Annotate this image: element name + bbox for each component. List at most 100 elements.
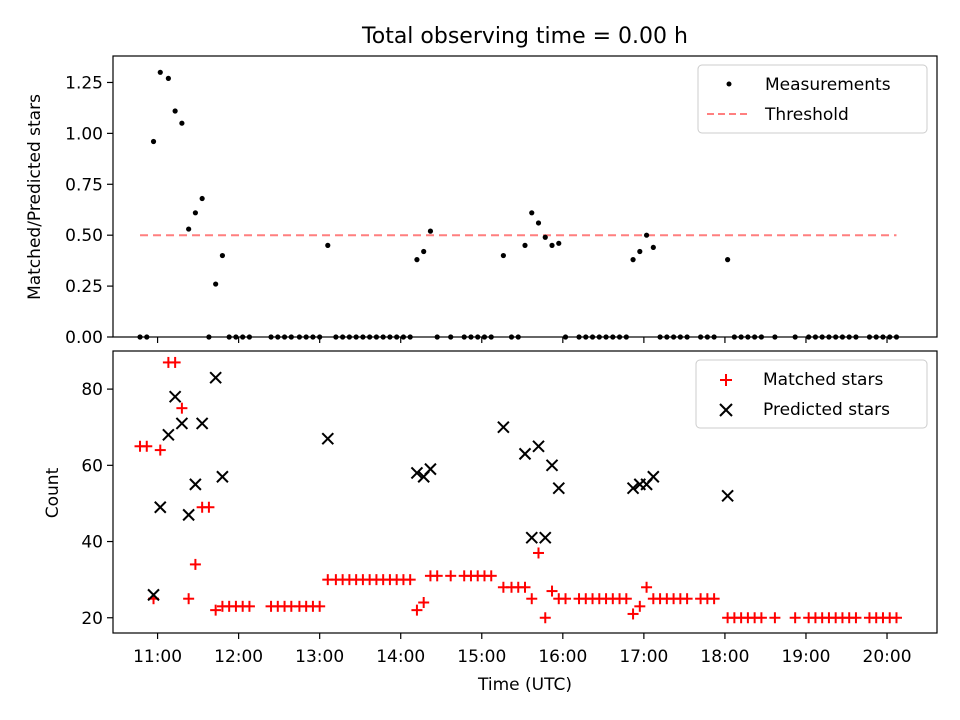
predicted-star-point xyxy=(154,501,167,514)
matched-star-point xyxy=(533,547,545,559)
top-x-axis xyxy=(156,337,888,343)
measurement-point xyxy=(772,334,778,340)
measurement-point xyxy=(468,334,474,340)
measurement-point xyxy=(317,334,323,340)
matched-star-point xyxy=(431,570,443,582)
measurement-point xyxy=(515,334,521,340)
measurement-point xyxy=(508,334,515,340)
measurement-point xyxy=(758,334,764,340)
measurement-point xyxy=(144,334,150,340)
measurement-point xyxy=(186,226,192,232)
predicted-star-point xyxy=(721,489,734,503)
matched-star-point xyxy=(141,440,153,452)
predicted-star-point xyxy=(410,466,424,480)
matched-star-point xyxy=(203,501,215,513)
bottom-y-tick-label: 20 xyxy=(81,609,103,629)
matched-star-point xyxy=(154,444,166,456)
matched-star-point xyxy=(189,558,201,570)
predicted-star-point xyxy=(518,447,532,461)
measurement-point xyxy=(281,334,288,340)
measurement-point xyxy=(288,334,294,340)
measurement-point xyxy=(275,334,281,340)
measurement-point xyxy=(340,334,346,340)
measurement-point xyxy=(303,334,309,340)
matched-star-point xyxy=(445,570,457,582)
measurement-point xyxy=(333,334,339,340)
measurement-point xyxy=(434,334,440,340)
chart-title: Total observing time = 0.00 h xyxy=(361,24,688,49)
measurement-point xyxy=(806,334,812,340)
top-y-tick-label: 1.25 xyxy=(65,73,103,93)
measurement-point xyxy=(206,334,212,340)
matched-star-point xyxy=(546,585,558,597)
legend-label-threshold: Threshold xyxy=(764,105,849,125)
predicted-star-point xyxy=(175,417,189,430)
measurement-point xyxy=(150,138,157,145)
measurement-point xyxy=(556,240,562,246)
matched-star-point xyxy=(411,604,423,616)
matched-star-point xyxy=(850,612,862,624)
predicted-star-point xyxy=(497,421,510,434)
measurement-point xyxy=(310,334,316,340)
measurement-point xyxy=(664,334,670,340)
measurement-point xyxy=(421,248,427,255)
measurement-point xyxy=(199,195,205,202)
measurement-point xyxy=(704,334,710,340)
measurement-point xyxy=(296,334,303,340)
measurement-point xyxy=(657,334,663,340)
bottom-x-tick-label: 17:00 xyxy=(619,647,668,667)
predicted-star-point xyxy=(209,371,222,384)
measurement-point xyxy=(549,242,555,248)
measurement-point xyxy=(500,252,506,259)
predicted-star-point xyxy=(552,481,565,495)
measurement-point xyxy=(400,334,407,340)
matched-star-point xyxy=(176,402,188,414)
matched-star-point xyxy=(418,597,430,609)
measurement-point xyxy=(731,334,737,340)
bottom-x-tick-label: 16:00 xyxy=(538,647,587,667)
measurement-point xyxy=(887,334,893,340)
measurement-point xyxy=(427,228,434,234)
matched-star-point xyxy=(890,612,902,624)
predicted-star-point xyxy=(532,440,545,453)
predicted-star-point xyxy=(424,462,437,476)
bottom-x-axis-label: Time (UTC) xyxy=(477,675,572,695)
measurement-point xyxy=(179,120,185,126)
measurement-point xyxy=(380,334,386,340)
bottom-y-axis-label: Count xyxy=(43,467,63,518)
top-y-tick-label: 1.00 xyxy=(65,124,103,144)
measurement-point xyxy=(833,334,839,340)
bottom-plot-frame xyxy=(112,350,938,634)
predicted-star-point xyxy=(321,432,334,445)
measurement-point xyxy=(481,334,488,340)
measurement-point xyxy=(596,334,602,340)
measurement-point xyxy=(373,334,380,340)
measurement-point xyxy=(623,334,629,340)
predicted-star-point xyxy=(182,508,195,522)
measurement-point xyxy=(873,334,879,340)
measurement-point xyxy=(387,334,393,340)
measurement-point xyxy=(219,252,226,259)
measurement-point xyxy=(192,210,198,216)
matched-star-point xyxy=(620,593,632,605)
measurement-point xyxy=(616,334,623,340)
bottom-x-tick-label: 11:00 xyxy=(133,647,182,667)
bottom-x-tick-label: 18:00 xyxy=(700,647,749,667)
legend-label-matched-stars: Matched stars xyxy=(763,370,883,390)
measurement-point xyxy=(711,334,717,340)
measurement-point xyxy=(826,334,832,340)
measurement-point xyxy=(792,334,798,340)
measurement-point xyxy=(475,334,481,340)
measurement-point xyxy=(630,257,636,263)
measurement-point xyxy=(610,334,616,340)
top-y-axis: 0.00 0.25 0.50 0.75 1.00 1.25 xyxy=(65,73,113,348)
measurement-point xyxy=(367,334,373,340)
top-y-tick-label: 0.00 xyxy=(65,328,103,348)
legend-marker-predicted-stars xyxy=(719,403,733,417)
measurement-point xyxy=(542,234,548,240)
predicted-star-point xyxy=(647,470,660,483)
matched-star-point xyxy=(485,570,497,582)
legend-label-predicted-stars: Predicted stars xyxy=(763,400,890,420)
measurement-point xyxy=(165,75,171,81)
